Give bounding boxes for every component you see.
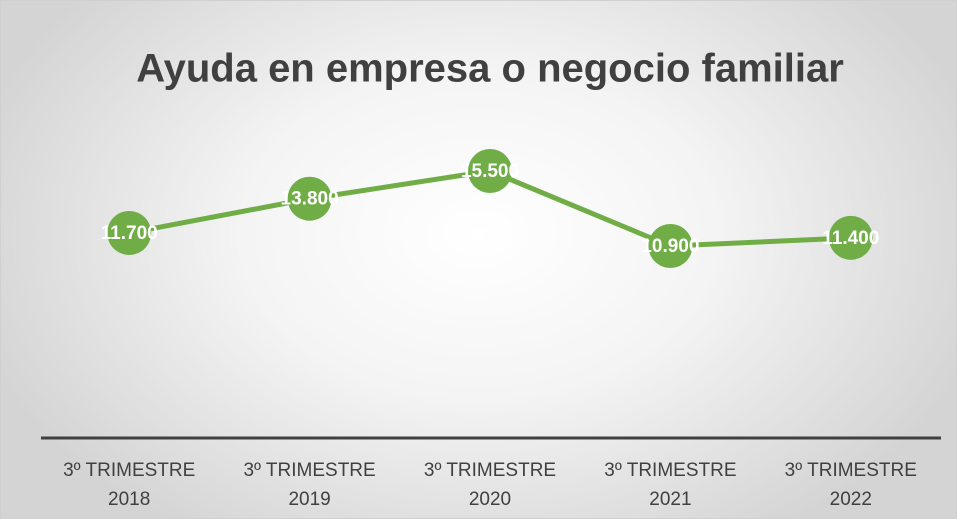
x-tick-label: 3º TRIMESTRE 2018 bbox=[63, 460, 196, 510]
marker bbox=[828, 215, 873, 260]
data-label: 11.700 bbox=[101, 223, 158, 244]
marker bbox=[648, 224, 693, 268]
x-tick-label: 3º TRIMESTRE 2020 bbox=[423, 460, 557, 510]
marker bbox=[107, 210, 152, 255]
x-tick-label: 3º TRIMESTRE 2021 bbox=[604, 460, 737, 510]
data-label: 11.400 bbox=[822, 228, 879, 249]
x-tick-label: 3º TRIMESTRE 2022 bbox=[784, 460, 917, 510]
data-label: 13.800 bbox=[281, 189, 339, 210]
marker bbox=[287, 176, 332, 221]
x-tick-label: 3º TRIMESTRE 2019 bbox=[243, 460, 376, 510]
marker bbox=[468, 149, 512, 193]
data-label: 10.900 bbox=[641, 236, 699, 257]
chart-title: Ayuda en empresa o negocio familiar bbox=[136, 47, 844, 91]
data-label: 15.500 bbox=[461, 161, 519, 182]
